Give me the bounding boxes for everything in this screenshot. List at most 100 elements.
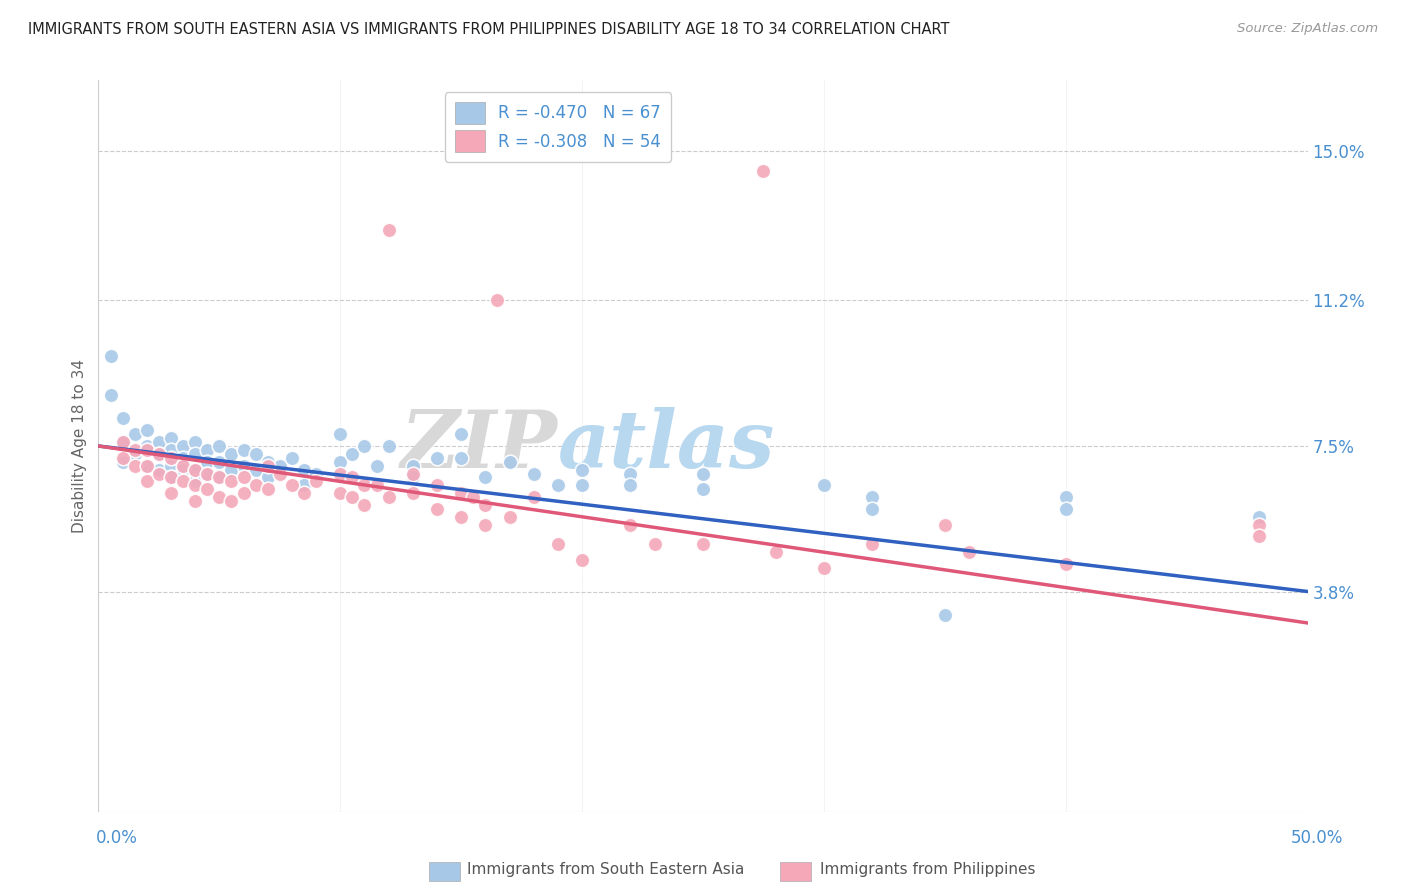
Point (148, 467, 170, 481)
Text: ZIP: ZIP (401, 408, 558, 484)
Point (692, 537, 714, 551)
Point (292, 462, 315, 476)
Point (256, 455, 278, 469)
Point (402, 458, 425, 473)
Point (100, 349, 122, 363)
Point (474, 498, 496, 512)
Point (571, 553, 593, 567)
Point (221, 475, 243, 489)
Point (148, 447, 170, 461)
Point (305, 467, 328, 481)
Point (450, 486, 472, 500)
Point (402, 467, 425, 481)
Text: Immigrants from South Eastern Asia: Immigrants from South Eastern Asia (467, 863, 744, 877)
Point (135, 442, 157, 457)
Point (172, 450, 194, 465)
Point (195, 442, 218, 457)
Point (426, 502, 449, 516)
Point (292, 486, 315, 500)
Point (184, 462, 207, 476)
Point (256, 482, 278, 496)
Point (208, 470, 231, 484)
Point (1249, 517, 1271, 532)
Point (245, 447, 267, 461)
Point (342, 447, 364, 461)
Point (232, 458, 254, 473)
Point (1054, 490, 1077, 504)
Point (571, 462, 593, 476)
Point (184, 475, 207, 489)
Point (1054, 557, 1077, 571)
Point (1249, 509, 1271, 524)
Point (1249, 529, 1271, 543)
Point (269, 458, 291, 473)
Point (329, 455, 352, 469)
Point (547, 478, 569, 492)
Point (172, 462, 194, 476)
Point (498, 509, 520, 524)
Point (135, 475, 157, 489)
Point (195, 467, 218, 481)
Point (450, 427, 472, 442)
Point (195, 455, 218, 469)
Point (377, 439, 399, 453)
Point (148, 447, 170, 461)
Point (523, 467, 546, 481)
Point (148, 462, 170, 476)
Text: atlas: atlas (558, 408, 775, 484)
Point (232, 486, 254, 500)
Point (450, 509, 472, 524)
Point (934, 517, 956, 532)
Point (124, 458, 146, 473)
Point (245, 478, 267, 492)
Point (160, 431, 183, 445)
Point (111, 450, 134, 465)
Point (366, 478, 388, 492)
Point (329, 467, 352, 481)
Point (111, 411, 134, 425)
Point (221, 447, 243, 461)
Point (221, 462, 243, 476)
Point (692, 482, 714, 496)
Point (342, 470, 364, 484)
Point (232, 470, 254, 484)
Point (474, 517, 496, 532)
Text: 0.0%: 0.0% (96, 829, 138, 847)
Point (184, 494, 207, 508)
Point (160, 470, 183, 484)
Point (148, 435, 170, 450)
Point (221, 494, 243, 508)
Point (692, 467, 714, 481)
Point (571, 478, 593, 492)
Point (281, 478, 304, 492)
Point (765, 545, 787, 559)
Point (195, 467, 218, 481)
Point (184, 447, 207, 461)
Point (547, 537, 569, 551)
Point (860, 537, 883, 551)
Point (860, 502, 883, 516)
Point (184, 462, 207, 476)
Point (135, 458, 157, 473)
Point (402, 470, 425, 484)
Point (377, 490, 399, 504)
Point (135, 439, 157, 453)
Legend: R = -0.470   N = 67, R = -0.308   N = 54: R = -0.470 N = 67, R = -0.308 N = 54 (444, 92, 671, 161)
Point (619, 478, 641, 492)
Point (160, 470, 183, 484)
Point (450, 450, 472, 465)
Point (269, 467, 291, 481)
Point (474, 470, 496, 484)
Point (208, 439, 231, 453)
Text: IMMIGRANTS FROM SOUTH EASTERN ASIA VS IMMIGRANTS FROM PHILIPPINES DISABILITY AGE: IMMIGRANTS FROM SOUTH EASTERN ASIA VS IM… (28, 22, 949, 37)
Point (124, 427, 146, 442)
Point (135, 423, 157, 437)
Point (426, 450, 449, 465)
Point (256, 470, 278, 484)
Point (232, 442, 254, 457)
Point (486, 293, 509, 308)
Point (813, 478, 835, 492)
Point (281, 450, 304, 465)
Point (644, 537, 666, 551)
Point (426, 478, 449, 492)
